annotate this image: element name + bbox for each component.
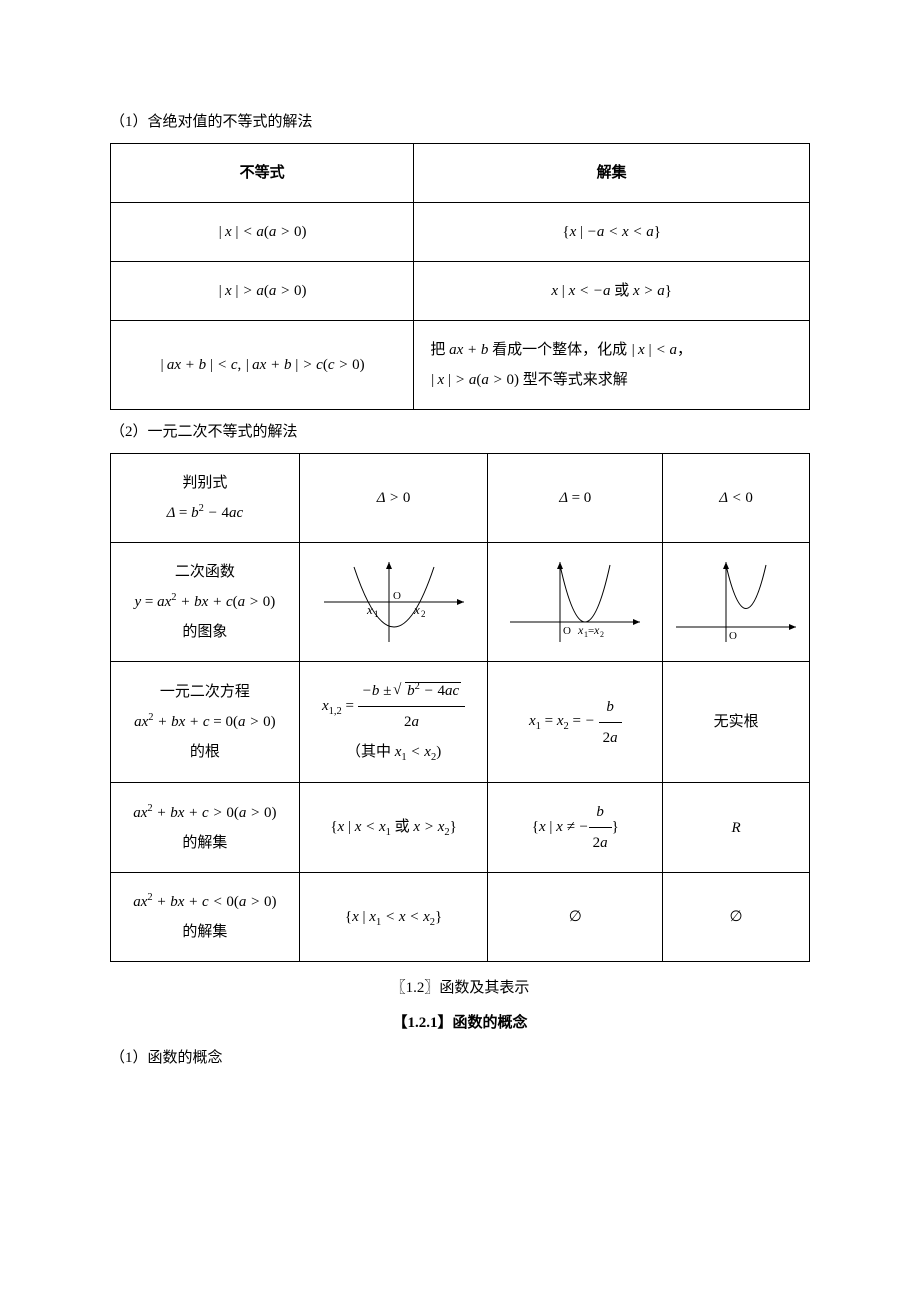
svg-text:x: x [413, 602, 420, 617]
table-header-row: 判别式 Δ = b2 − 4ac Δ > 0 Δ = 0 Δ < 0 [111, 454, 810, 543]
cell-gt-label: ax2 + bx + c > 0(a > 0) 的解集 [111, 783, 300, 873]
cell-gt-neg: R [663, 783, 810, 873]
svg-text:O: O [729, 630, 737, 642]
col-delta-zero: Δ = 0 [488, 454, 663, 543]
parabola-no-root: O [663, 543, 810, 662]
table-row: | x | < a(a > 0) {x | −a < x < a} [111, 203, 810, 262]
cell-left: | x | > a(a > 0) [111, 262, 414, 321]
svg-text:2: 2 [421, 609, 426, 619]
cell-graph-label: 二次函数 y = ax2 + bx + c(a > 0) 的图象 [111, 543, 300, 662]
roots-note: （其中 x1 < x2) [346, 744, 441, 760]
table-row: | x | > a(a > 0) x | x < −a 或 x > a} [111, 262, 810, 321]
svg-text:x: x [593, 623, 600, 637]
cell-roots-neg: 无实根 [663, 662, 810, 783]
svg-text:x: x [577, 623, 584, 637]
svg-text:O: O [393, 590, 401, 602]
cell-gt-pos: {x | x < x1 或 x > x2} [299, 783, 488, 873]
row-greater: ax2 + bx + c > 0(a > 0) 的解集 {x | x < x1 … [111, 783, 810, 873]
table-row: | ax + b | < c, | ax + b | > c(c > 0) 把 … [111, 321, 810, 410]
col-delta-pos: Δ > 0 [299, 454, 488, 543]
quadratic-inequality-table: 判别式 Δ = b2 − 4ac Δ > 0 Δ = 0 Δ < 0 二次函数 … [110, 453, 810, 962]
cell-right: x | x < −a 或 x > a} [414, 262, 810, 321]
col-discriminant: 判别式 Δ = b2 − 4ac [111, 454, 300, 543]
cell-lt-neg: ∅ [663, 873, 810, 962]
section1-title: （1）含绝对值的不等式的解法 [110, 110, 810, 131]
cell-gt-zero: {x | x ≠ −b2a} [488, 783, 663, 873]
parabola-one-root: O x 1 = x 2 [488, 543, 663, 662]
cell-right: 把 ax + b 看成一个整体，化成 | x | < a， | x | > a(… [414, 321, 810, 410]
cell-roots-zero: x1 = x2 = − b2a [488, 662, 663, 783]
chapter-heading-2: 【1.2.1】函数的概念 [110, 1011, 810, 1032]
cell-right: {x | −a < x < a} [414, 203, 810, 262]
row-less: ax2 + bx + c < 0(a > 0) 的解集 {x | x1 < x … [111, 873, 810, 962]
col-delta-neg: Δ < 0 [663, 454, 810, 543]
cell-roots-label: 一元二次方程 ax2 + bx + c = 0(a > 0) 的根 [111, 662, 300, 783]
svg-text:1: 1 [374, 609, 379, 619]
svg-text:2: 2 [600, 630, 604, 639]
row-graph: 二次函数 y = ax2 + bx + c(a > 0) 的图象 x 1 x 2… [111, 543, 810, 662]
cell-left: | x | < a(a > 0) [111, 203, 414, 262]
svg-text:O: O [563, 625, 571, 637]
chapter-heading-1: 〖1.2〗函数及其表示 [110, 976, 810, 997]
section2-title: （2）一元二次不等式的解法 [110, 420, 810, 441]
col-inequality: 不等式 [111, 144, 414, 203]
parabola-two-roots: x 1 x 2 O [299, 543, 488, 662]
cell-lt-label: ax2 + bx + c < 0(a > 0) 的解集 [111, 873, 300, 962]
cell-roots-pos: x1,2 = −b ± b2 − 4ac 2a （其中 x1 < x2) [299, 662, 488, 783]
table-header-row: 不等式 解集 [111, 144, 810, 203]
cell-lt-zero: ∅ [488, 873, 663, 962]
cell-lt-pos: {x | x1 < x < x2} [299, 873, 488, 962]
row-roots: 一元二次方程 ax2 + bx + c = 0(a > 0) 的根 x1,2 =… [111, 662, 810, 783]
cell-left: | ax + b | < c, | ax + b | > c(c > 0) [111, 321, 414, 410]
abs-inequality-table: 不等式 解集 | x | < a(a > 0) {x | −a < x < a}… [110, 143, 810, 410]
col-solution: 解集 [414, 144, 810, 203]
svg-text:x: x [366, 602, 373, 617]
section3-title: （1）函数的概念 [110, 1046, 810, 1067]
